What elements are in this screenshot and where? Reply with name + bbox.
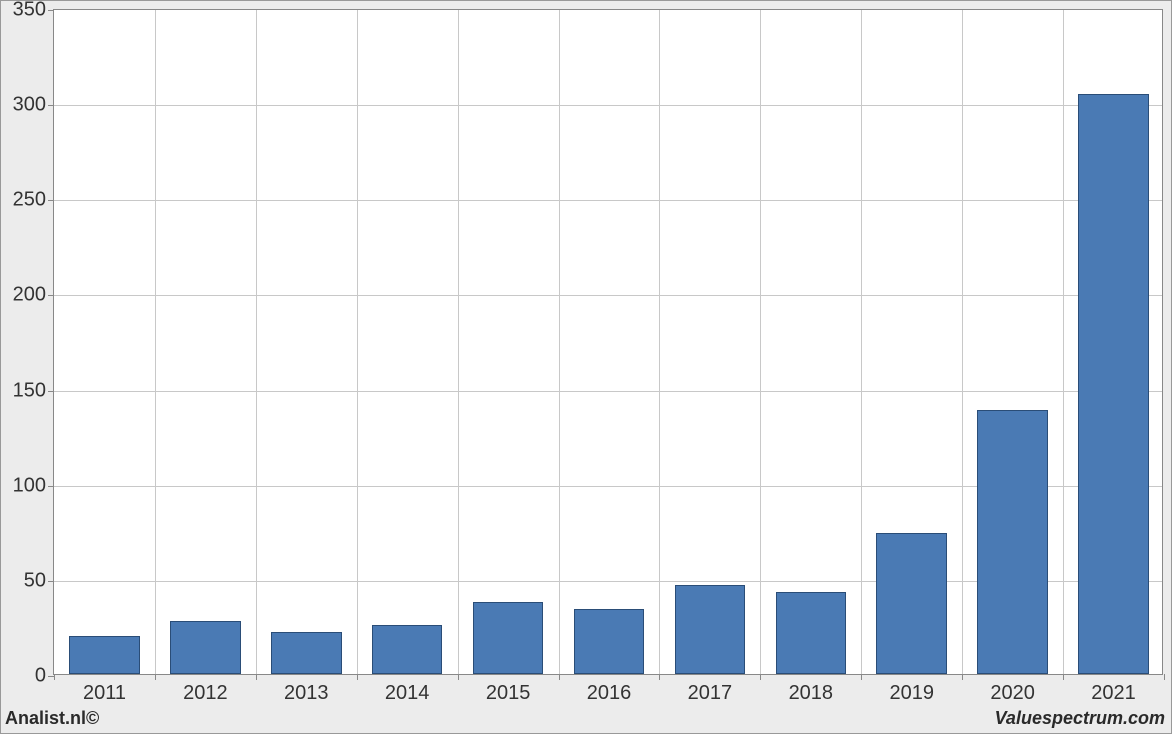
y-axis-tick-mark: [48, 105, 54, 106]
grid-line-horizontal: [54, 295, 1162, 296]
grid-line-vertical: [155, 10, 156, 674]
bar: [170, 621, 241, 674]
y-axis-tick-mark: [48, 486, 54, 487]
grid-line-vertical: [256, 10, 257, 674]
grid-line-horizontal: [54, 391, 1162, 392]
x-axis-tick-label: 2013: [284, 674, 329, 705]
x-axis-tick-mark: [1164, 674, 1165, 680]
x-axis-tick-label: 2018: [789, 674, 834, 705]
y-axis-tick-mark: [48, 581, 54, 582]
grid-line-vertical: [861, 10, 862, 674]
x-axis-tick-mark: [861, 674, 862, 680]
grid-line-vertical: [962, 10, 963, 674]
x-axis-tick-label: 2020: [990, 674, 1035, 705]
y-axis-tick-mark: [48, 295, 54, 296]
x-axis-tick-label: 2021: [1091, 674, 1136, 705]
grid-line-vertical: [659, 10, 660, 674]
bar: [574, 609, 645, 674]
bar: [473, 602, 544, 674]
grid-line-vertical: [458, 10, 459, 674]
x-axis-tick-mark: [155, 674, 156, 680]
x-axis-tick-label: 2017: [688, 674, 733, 705]
x-axis-tick-mark: [559, 674, 560, 680]
footer-credit-right: Valuespectrum.com: [995, 708, 1165, 729]
x-axis-tick-mark: [458, 674, 459, 680]
y-axis-tick-mark: [48, 391, 54, 392]
x-axis-tick-mark: [256, 674, 257, 680]
x-axis-tick-mark: [962, 674, 963, 680]
bar: [977, 410, 1048, 674]
x-axis-tick-mark: [357, 674, 358, 680]
grid-line-horizontal: [54, 105, 1162, 106]
footer-credit-left: Analist.nl©: [5, 708, 99, 729]
grid-line-vertical: [559, 10, 560, 674]
bar: [776, 592, 847, 674]
x-axis-tick-mark: [760, 674, 761, 680]
y-axis-tick-mark: [48, 200, 54, 201]
bar: [372, 625, 443, 674]
x-axis-tick-label: 2012: [183, 674, 228, 705]
x-axis-tick-mark: [659, 674, 660, 680]
x-axis-tick-label: 2014: [385, 674, 430, 705]
x-axis-tick-label: 2015: [486, 674, 531, 705]
bar: [876, 533, 947, 674]
grid-line-horizontal: [54, 200, 1162, 201]
x-axis-tick-label: 2016: [587, 674, 632, 705]
x-axis-tick-label: 2011: [83, 674, 126, 705]
x-axis-tick-mark: [54, 674, 55, 680]
bar: [675, 585, 746, 674]
grid-line-vertical: [1063, 10, 1064, 674]
bar: [69, 636, 140, 674]
grid-line-vertical: [760, 10, 761, 674]
x-axis-tick-label: 2019: [889, 674, 934, 705]
plot-area: 0501001502002503003502011201220132014201…: [53, 9, 1163, 675]
bar: [271, 632, 342, 674]
bar: [1078, 94, 1149, 674]
grid-line-vertical: [357, 10, 358, 674]
chart-frame: 0501001502002503003502011201220132014201…: [0, 0, 1172, 734]
y-axis-tick-mark: [48, 10, 54, 11]
x-axis-tick-mark: [1063, 674, 1064, 680]
